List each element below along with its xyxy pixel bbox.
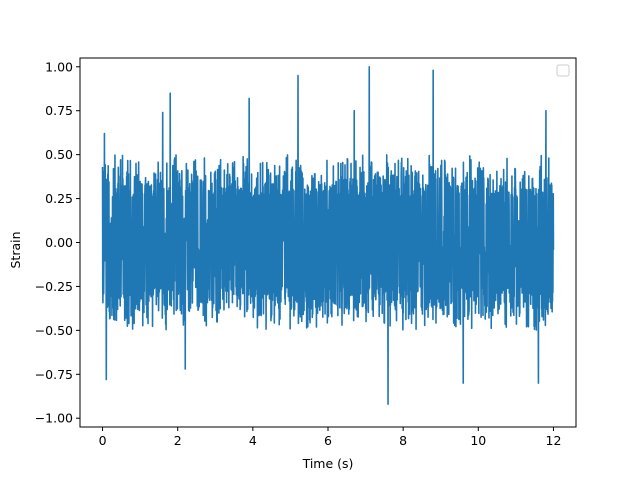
- y-tick-label: 0.50: [45, 147, 73, 162]
- y-axis-label: Strain: [8, 231, 23, 268]
- plot-area: [101, 65, 555, 405]
- legend-box: [556, 64, 570, 77]
- x-tick-label: 8: [399, 433, 407, 448]
- axes-frame: [79, 57, 577, 428]
- y-tick-label: −0.75: [35, 367, 73, 382]
- y-tick-label: 0.75: [45, 103, 73, 118]
- y-tick-label: 0.00: [45, 235, 73, 250]
- y-tick-label: 0.25: [45, 191, 73, 206]
- strain-series-line: [101, 65, 555, 405]
- y-tick-label: −1.00: [35, 411, 73, 426]
- x-tick-label: 10: [470, 433, 486, 448]
- x-tick-label: 0: [99, 433, 107, 448]
- x-tick-label: 2: [174, 433, 182, 448]
- y-tick-label: 1.00: [45, 59, 73, 74]
- x-tick-label: 6: [324, 433, 332, 448]
- y-tick-label: −0.50: [35, 323, 73, 338]
- x-tick-label: 12: [546, 433, 562, 448]
- x-axis: 0 2 4 6 8 10 12: [99, 427, 562, 448]
- x-tick-label: 4: [249, 433, 257, 448]
- y-tick-label: −0.25: [35, 279, 73, 294]
- x-axis-label: Time (s): [302, 456, 354, 471]
- y-axis: −1.00 −0.75 −0.50 −0.25 0.00 0.25 0.50 0.75 1.00: [35, 59, 80, 426]
